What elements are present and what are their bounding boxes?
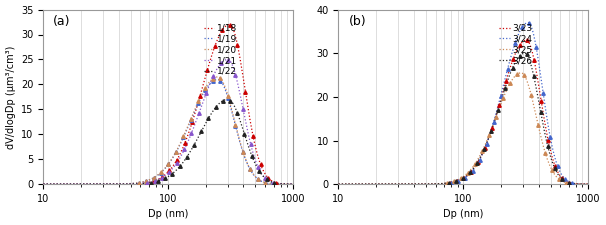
1/20 [215,76,222,78]
X-axis label: Dp (nm): Dp (nm) [148,209,188,219]
Line: 1/22: 1/22 [44,99,293,184]
3/25 [585,183,592,185]
1/18 [40,183,47,186]
3/24 [455,180,462,182]
3/23 [522,39,530,41]
1/20 [245,165,252,167]
3/24 [470,168,478,171]
1/18 [158,176,165,178]
3/24 [335,183,342,186]
1/22 [158,178,165,181]
1/21 [284,183,291,185]
Legend: 3/23, 3/24, 3/25, 3/26: 3/23, 3/24, 3/25, 3/26 [498,23,533,66]
1/18 [175,156,182,158]
3/24 [484,141,491,144]
3/23 [484,141,491,144]
1/20 [175,146,182,148]
Text: (a): (a) [53,15,71,28]
Legend: 1/18, 1/19, 1/20, 1/21, 1/22: 1/18, 1/19, 1/20, 1/21, 1/22 [202,23,238,77]
1/21 [188,131,196,133]
1/21 [175,159,182,162]
1/22 [290,183,297,185]
1/19 [175,146,182,149]
1/19 [160,169,167,171]
3/26 [455,179,462,182]
1/21 [158,176,165,179]
Line: 3/26: 3/26 [339,53,588,184]
1/20 [158,170,165,173]
Text: (b): (b) [348,15,366,28]
3/26 [579,183,587,185]
Y-axis label: dV/dlogDp (μm³/cm³): dV/dlogDp (μm³/cm³) [5,45,16,148]
Line: 1/19: 1/19 [44,79,293,184]
3/26 [540,126,547,129]
1/20 [40,183,47,186]
1/21 [290,183,297,185]
1/18 [284,183,291,185]
1/21 [245,134,252,137]
3/24 [585,183,592,185]
3/24 [579,183,587,185]
1/19 [245,165,252,168]
3/25 [518,72,525,74]
1/22 [224,98,231,101]
1/18 [188,122,196,124]
3/23 [540,115,547,117]
1/19 [188,117,196,119]
1/22 [40,183,47,186]
3/23 [585,183,592,185]
Line: 1/21: 1/21 [44,59,293,184]
3/26 [335,183,342,186]
1/20 [284,183,291,185]
3/26 [484,141,491,143]
1/22 [160,178,167,180]
3/24 [525,21,532,24]
3/23 [455,179,462,182]
1/21 [40,183,47,186]
1/22 [284,183,291,185]
3/25 [484,139,491,142]
1/20 [160,169,167,171]
Line: 3/23: 3/23 [339,40,588,184]
1/19 [40,183,47,186]
3/23 [470,167,478,170]
1/20 [188,115,196,118]
3/23 [335,183,342,186]
3/25 [453,179,461,181]
Line: 1/20: 1/20 [44,77,293,184]
3/25 [335,183,342,186]
Line: 1/18: 1/18 [44,25,293,184]
1/18 [290,183,297,185]
1/20 [290,183,297,186]
Line: 3/24: 3/24 [339,23,588,184]
1/22 [245,145,252,148]
3/26 [521,52,528,54]
3/26 [470,167,478,169]
1/19 [284,183,291,185]
3/24 [540,95,547,98]
1/18 [226,23,233,26]
3/25 [540,146,547,149]
1/19 [215,78,222,81]
1/21 [160,175,167,178]
3/23 [579,183,587,185]
1/22 [175,166,182,169]
1/18 [245,110,252,112]
3/23 [453,180,461,182]
3/26 [453,180,461,182]
1/18 [160,175,167,177]
3/25 [455,178,462,181]
1/19 [290,183,297,186]
1/21 [224,58,231,61]
3/26 [585,183,592,185]
1/19 [158,170,165,173]
X-axis label: Dp (nm): Dp (nm) [443,209,484,219]
3/25 [470,165,478,167]
1/22 [188,147,196,150]
3/25 [579,183,587,185]
Line: 3/25: 3/25 [339,73,588,184]
3/24 [453,180,461,183]
